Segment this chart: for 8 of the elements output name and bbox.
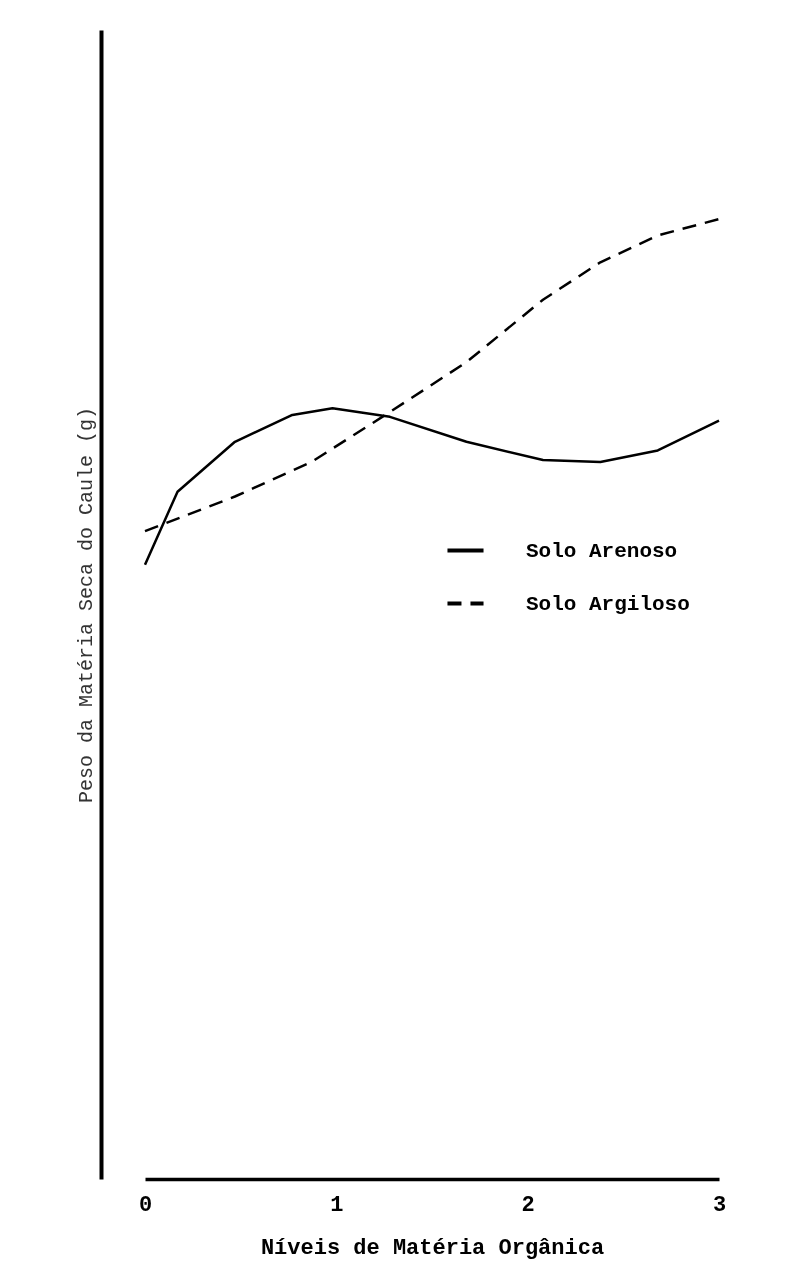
x-tick-label: 1 [330, 1192, 344, 1218]
legend-label: Solo Argiloso [526, 592, 690, 616]
x-axis-title: Níveis de Matéria Orgânica [260, 1235, 605, 1261]
x-tick-label: 2 [521, 1192, 535, 1218]
x-tick-label: 3 [712, 1192, 727, 1218]
x-tick-label: 0 [138, 1192, 153, 1218]
y-axis-title: Peso da Matéria Seca do Caule (g) [74, 406, 98, 804]
legend-label: Solo Arenoso [526, 539, 678, 563]
